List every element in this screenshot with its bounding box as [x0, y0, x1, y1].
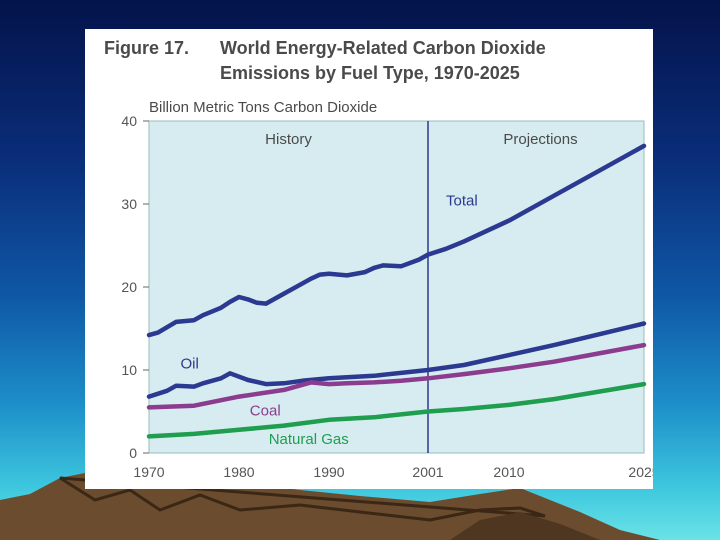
y-axis-label: Billion Metric Tons Carbon Dioxide — [149, 99, 377, 116]
series-labels: Total Oil Coal Natural Gas — [181, 193, 478, 448]
x-axis: 1970 1980 1990 2001 2010 2025 — [133, 464, 653, 480]
y-tick-label: 10 — [121, 362, 137, 378]
series-line-natural-gas — [146, 381, 647, 439]
x-tick-label: 2010 — [493, 464, 524, 480]
history-label: History — [265, 131, 312, 148]
projections-label: Projections — [503, 131, 577, 148]
series-lines — [146, 143, 647, 439]
figure-number: Figure 17. — [104, 38, 190, 58]
y-axis: 0 10 20 30 40 — [121, 113, 149, 461]
x-tick-label: 2001 — [412, 464, 443, 480]
y-tick-label: 30 — [121, 196, 137, 212]
series-label-oil: Oil — [181, 355, 199, 372]
series-label-natural-gas: Natural Gas — [269, 431, 349, 448]
figure-title-line-1: World Energy-Related Carbon Dioxide — [220, 38, 546, 58]
y-tick-label: 40 — [121, 113, 137, 129]
y-tick-label: 0 — [129, 445, 137, 461]
x-tick-label: 1970 — [133, 464, 164, 480]
plot-area — [148, 120, 645, 454]
x-tick-label: 1980 — [223, 464, 254, 480]
series-line-oil — [146, 321, 647, 399]
series-label-total: Total — [446, 193, 478, 210]
chart: Billion Metric Tons Carbon Dioxide 0 10 20… — [121, 99, 653, 480]
figure-card: Figure 17. World Energy-Related Carbon D… — [85, 29, 653, 489]
series-line-coal — [146, 342, 647, 410]
x-tick-label: 1990 — [313, 464, 344, 480]
x-tick-label: 2025 — [628, 464, 653, 480]
y-tick-label: 20 — [121, 279, 137, 295]
series-line-total — [146, 143, 647, 338]
series-label-coal: Coal — [250, 403, 281, 420]
figure-title-line-2: Emissions by Fuel Type, 1970-2025 — [220, 63, 520, 83]
